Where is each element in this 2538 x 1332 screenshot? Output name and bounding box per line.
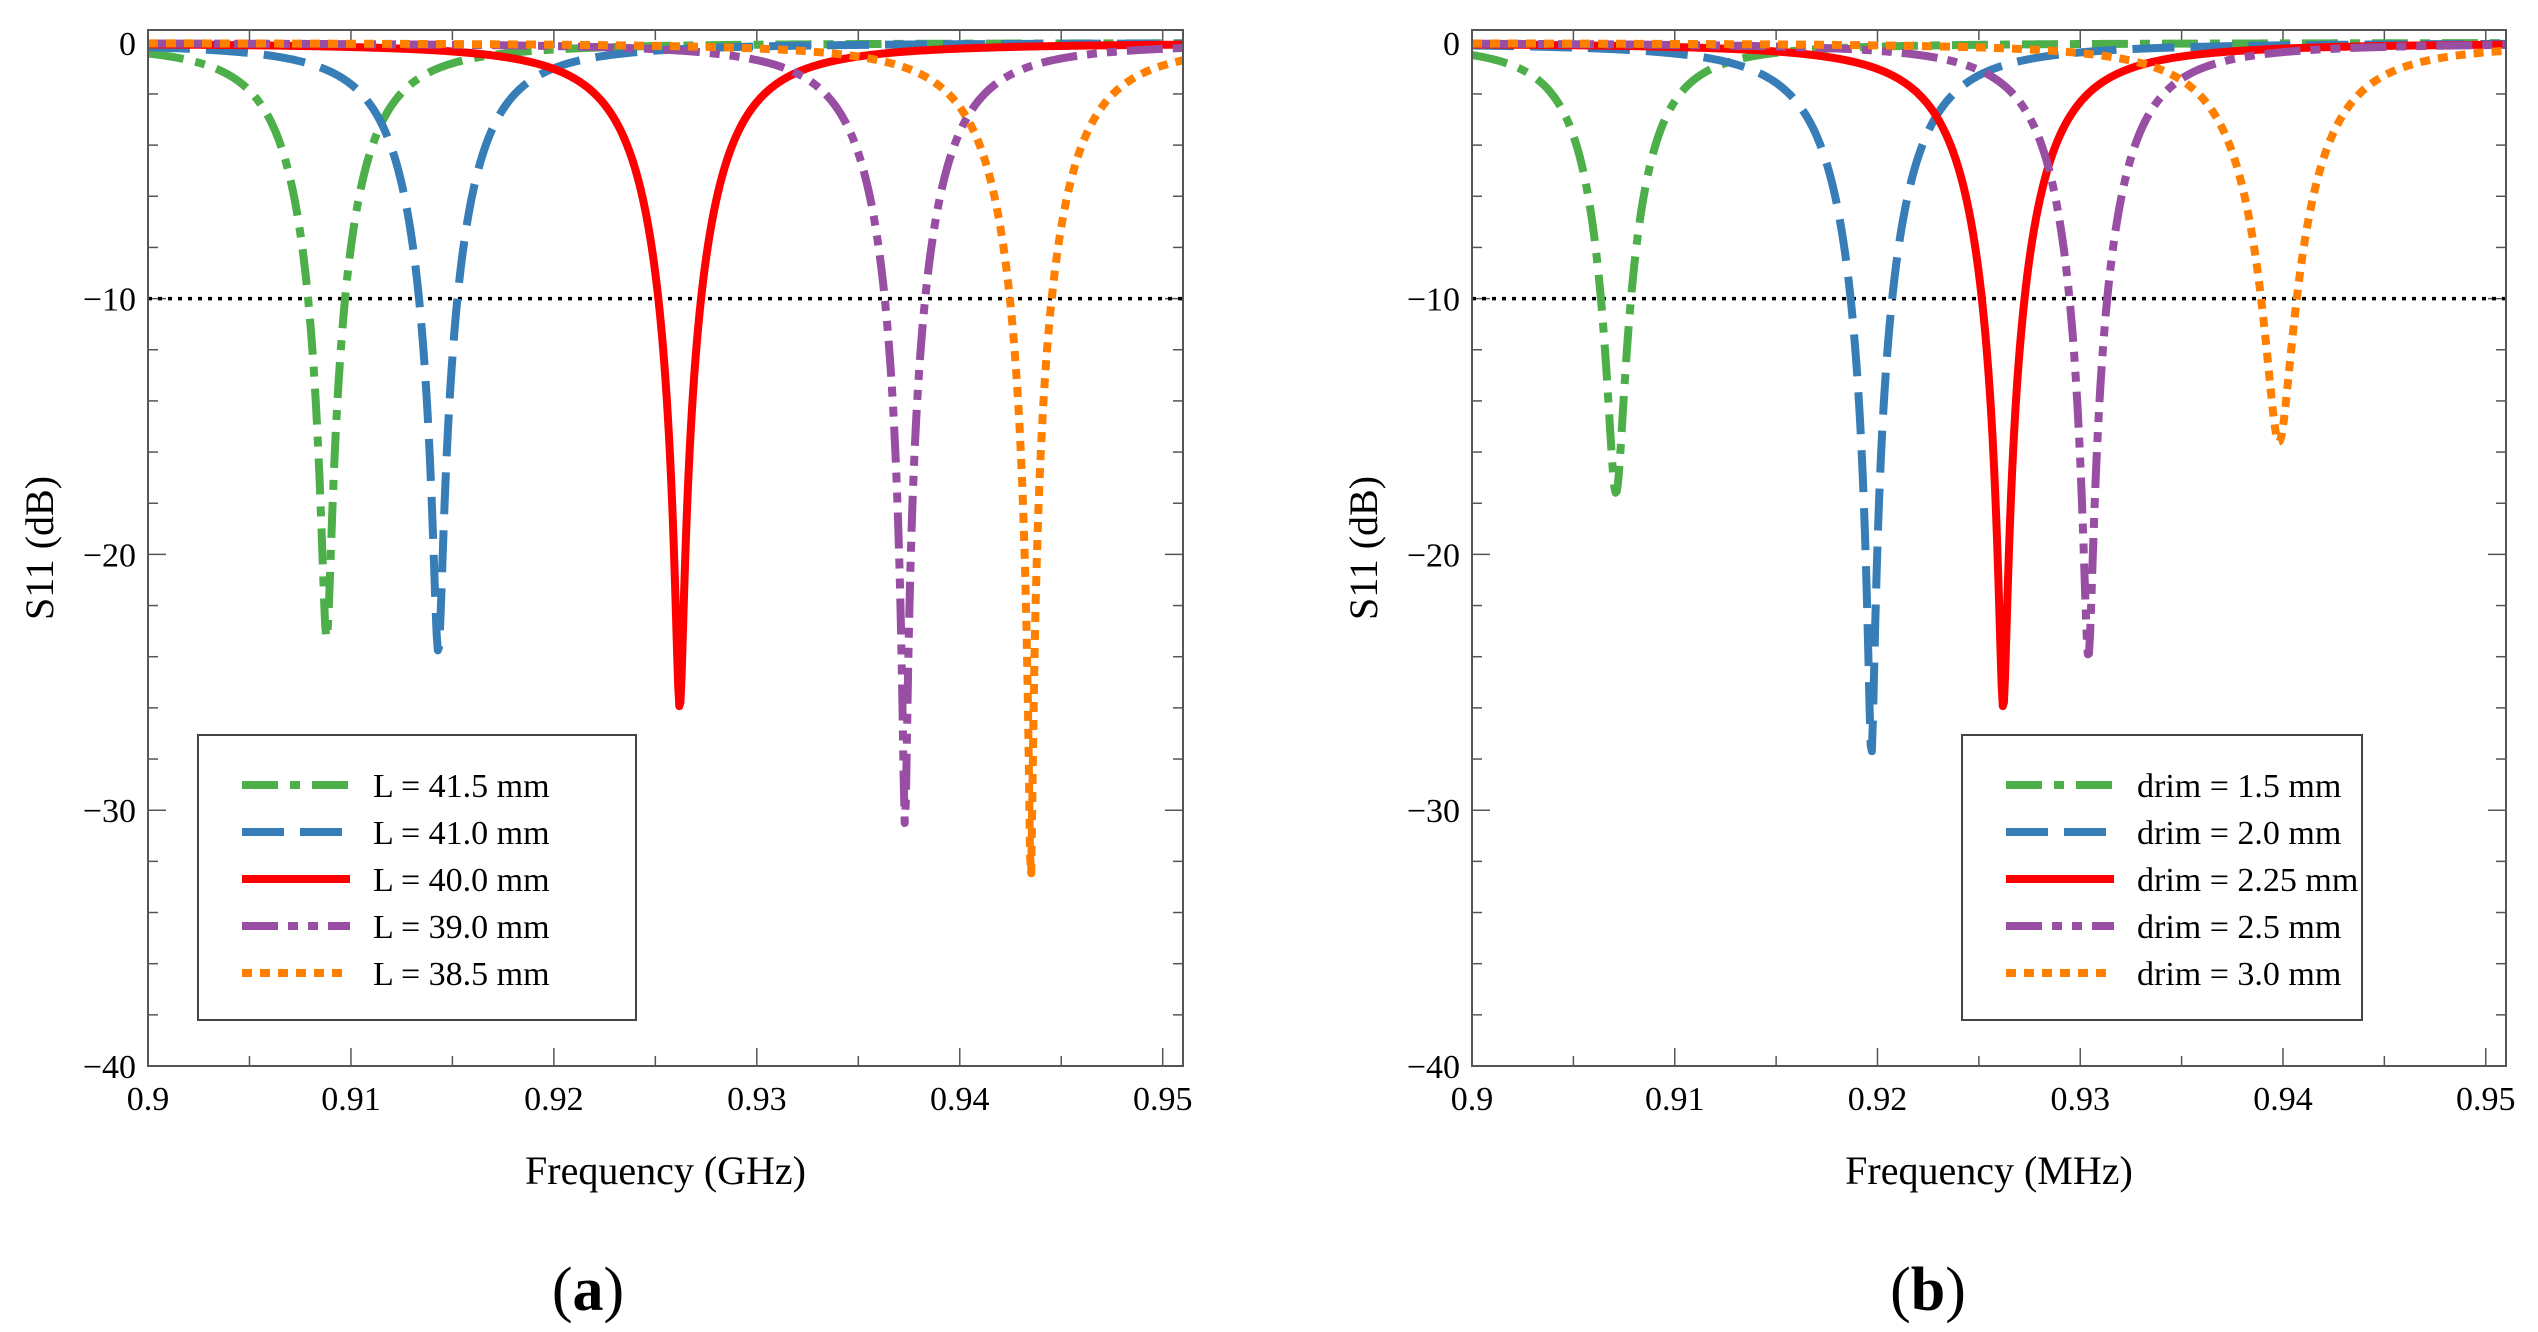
y-tick-label: −30 <box>83 793 136 830</box>
plot-frame <box>1471 29 2507 1067</box>
x-tick-label: 0.9 <box>1451 1081 1494 1118</box>
y-tick-label: −40 <box>83 1049 136 1086</box>
legend-label-2: drim = 2.0 mm <box>2137 815 2341 852</box>
x-tick-label: 0.92 <box>524 1081 584 1118</box>
x-tick-label: 0.94 <box>930 1081 990 1118</box>
legend-label-5: L = 38.5 mm <box>373 956 550 993</box>
y-tick-label: −20 <box>1407 537 1460 574</box>
x-tick-label: 0.93 <box>727 1081 787 1118</box>
legend-label-5: drim = 3.0 mm <box>2137 956 2341 993</box>
x-tick-label: 0.94 <box>2253 1081 2313 1118</box>
y-tick-label: 0 <box>119 26 136 63</box>
chart-panel-a: 0.9 0.91 0.92 0.93 0.94 0.95 0 −10 −20 −30 −40 Freq… <box>17 26 1192 1324</box>
legend-label-3: L = 40.0 mm <box>373 862 550 899</box>
x-tick-label: 0.92 <box>1848 1081 1908 1118</box>
panel-label: (a) <box>552 1256 624 1324</box>
y-tick-label: −40 <box>1407 1049 1460 1086</box>
y-tick-label: −30 <box>1407 793 1460 830</box>
series-line-5 <box>1472 39 2506 446</box>
x-tick-label: 0.95 <box>1133 1081 1193 1118</box>
x-tick-label: 0.91 <box>321 1081 381 1118</box>
series-line-4 <box>148 39 1183 828</box>
y-tick-label: 0 <box>1443 26 1460 63</box>
legend-label-2: L = 41.0 mm <box>373 815 550 852</box>
legend: drim = 1.5 mm drim = 2.0 mm drim = 2.25 mm… <box>1961 734 2363 1021</box>
y-axis-label: S11 (dB) <box>17 476 62 620</box>
legend-label-4: drim = 2.5 mm <box>2137 909 2341 946</box>
legend: L = 41.5 mm L = 41.0 mm L = 40.0 mm L = 39.… <box>197 734 637 1021</box>
y-tick-label: −10 <box>83 282 136 319</box>
legend-label-4: L = 39.0 mm <box>373 909 550 946</box>
series-group <box>1472 39 2506 756</box>
legend-label-1: drim = 1.5 mm <box>2137 768 2341 805</box>
plot-frame <box>147 29 1184 1067</box>
x-tick-label: 0.9 <box>127 1081 170 1118</box>
series-line-4 <box>1472 39 2506 659</box>
y-tick-label: −10 <box>1407 282 1460 319</box>
x-tick-label: 0.93 <box>2050 1081 2110 1118</box>
series-line-5 <box>148 39 1183 878</box>
y-tick-label: −20 <box>83 537 136 574</box>
legend-label-1: L = 41.5 mm <box>373 768 550 805</box>
x-axis-label: Frequency (GHz) <box>525 1148 806 1193</box>
x-axis-label: Frequency (MHz) <box>1845 1148 2133 1193</box>
series-group <box>148 39 1183 878</box>
panel-label: (b) <box>1890 1256 1966 1324</box>
legend-label-3: drim = 2.25 mm <box>2137 862 2358 899</box>
x-tick-label: 0.95 <box>2456 1081 2516 1118</box>
chart-panel-b: 0.9 0.91 0.92 0.93 0.94 0.95 0 −10 −20 −30 −40 Freq… <box>1341 26 2515 1324</box>
x-tick-label: 0.91 <box>1645 1081 1705 1118</box>
y-axis-label: S11 (dB) <box>1341 476 1386 620</box>
